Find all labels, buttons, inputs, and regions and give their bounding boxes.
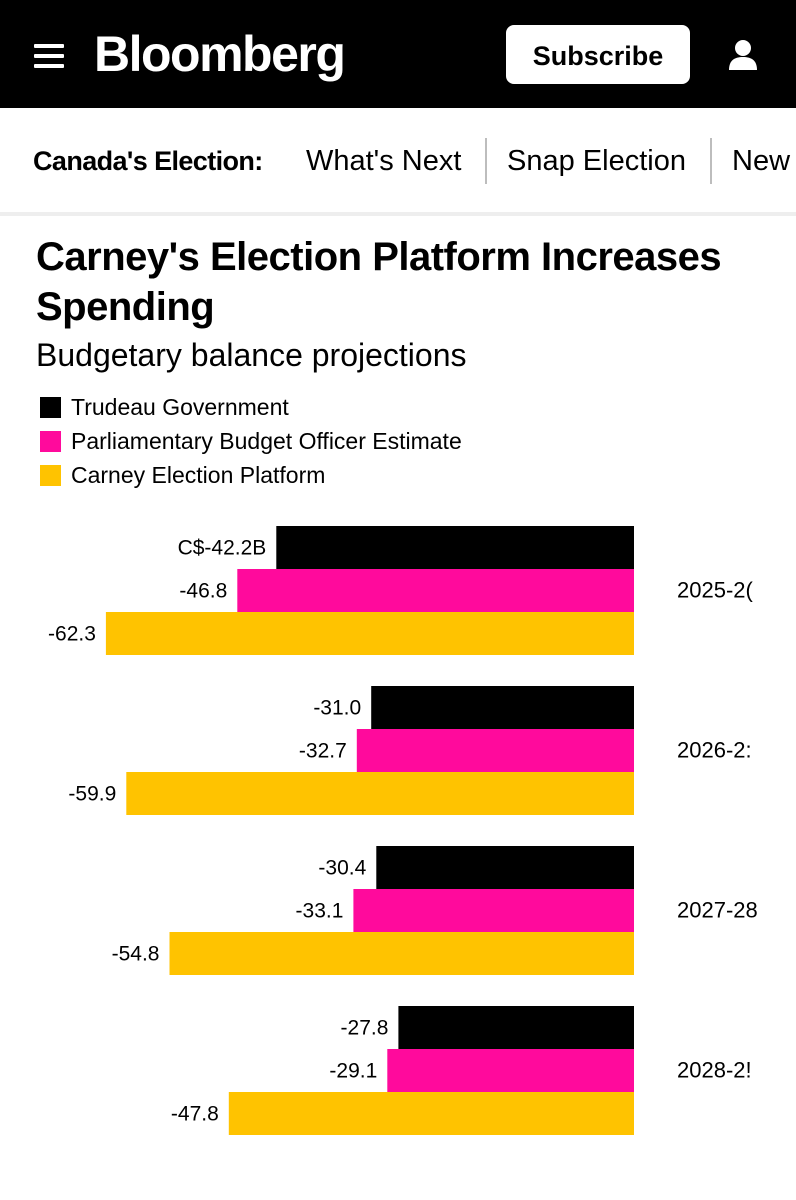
- data-label-pbo-2028-29: -29.1: [329, 1060, 377, 1083]
- bar-chart: C$-42.2B -46.8 -62.3 2025-2( -31.0 -32.7 -59.9…: [48, 526, 758, 1135]
- legend-label-trudeau: Trudeau Government: [71, 394, 289, 420]
- data-label-carney-2026-27: -59.9: [68, 783, 116, 806]
- data-label-trudeau-2025-26: C$-42.2B: [178, 537, 267, 560]
- data-label-carney-2025-26: -62.3: [48, 623, 96, 646]
- nav-section-title: Canada's Election:: [33, 146, 263, 176]
- hamburger-menu-icon[interactable]: [34, 44, 64, 68]
- bar-carney-2027-28: [169, 932, 634, 975]
- legend-swatch-trudeau: [40, 397, 61, 418]
- data-label-trudeau-2027-28: -30.4: [318, 857, 366, 880]
- bar-trudeau-2026-27: [371, 686, 634, 729]
- bloomberg-logo[interactable]: Bloomberg: [94, 26, 346, 82]
- nav-divider: [710, 138, 712, 184]
- bar-carney-2025-26: [105, 612, 634, 655]
- data-label-trudeau-2026-27: -31.0: [313, 697, 361, 720]
- data-label-pbo-2027-28: -33.1: [296, 900, 344, 923]
- chart-title: Carney's Election Platform Increases Spe…: [36, 235, 722, 329]
- data-label-carney-2027-28: -54.8: [112, 943, 160, 966]
- legend-swatch-carney: [40, 465, 61, 486]
- subscribe-button[interactable]: Subscribe: [506, 25, 690, 84]
- bar-trudeau-2025-26: [276, 526, 634, 569]
- data-label-carney-2028-29: -47.8: [171, 1103, 219, 1126]
- bar-trudeau-2028-29: [398, 1006, 634, 1049]
- nav-item-snap-election[interactable]: Snap Election: [507, 145, 686, 177]
- bar-pbo-2026-27: [356, 729, 634, 772]
- legend-label-pbo: Parliamentary Budget Officer Estimate: [71, 428, 462, 454]
- user-account-icon[interactable]: [726, 38, 760, 72]
- bar-pbo-2025-26: [237, 569, 635, 612]
- section-nav: Canada's Election: What's Next Snap Elec…: [0, 108, 796, 216]
- legend-label-carney: Carney Election Platform: [71, 462, 326, 488]
- bar-pbo-2027-28: [353, 889, 634, 932]
- chart-subtitle: Budgetary balance projections: [36, 337, 467, 373]
- nav-item-whats-next[interactable]: What's Next: [306, 145, 462, 177]
- top-bar: Bloomberg Subscribe: [0, 0, 796, 108]
- category-label-2027-28: 2027-28: [677, 898, 758, 923]
- bar-trudeau-2027-28: [376, 846, 634, 889]
- data-label-pbo-2025-26: -46.8: [179, 580, 227, 603]
- legend-swatch-pbo: [40, 431, 61, 452]
- nav-divider: [485, 138, 487, 184]
- data-label-trudeau-2028-29: -27.8: [341, 1017, 389, 1040]
- bar-pbo-2028-29: [387, 1049, 634, 1092]
- bar-carney-2028-29: [228, 1092, 635, 1135]
- category-label-2025-26: 2025-2(: [677, 578, 754, 603]
- category-label-2028-29: 2028-2!: [677, 1058, 752, 1083]
- category-label-2026-27: 2026-2:: [677, 738, 752, 763]
- bar-carney-2026-27: [126, 772, 635, 815]
- data-label-pbo-2026-27: -32.7: [299, 740, 347, 763]
- nav-item-new[interactable]: New: [732, 145, 791, 177]
